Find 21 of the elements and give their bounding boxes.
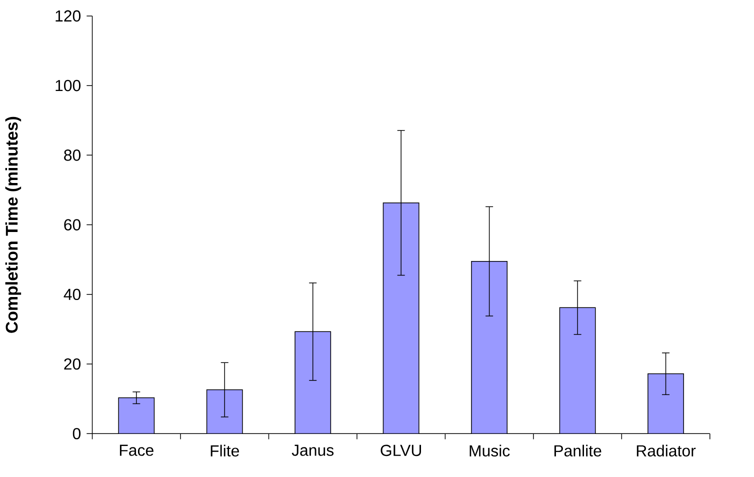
bar bbox=[295, 332, 331, 434]
bar bbox=[383, 202, 419, 434]
x-tick-label: Janus bbox=[292, 444, 334, 456]
x-tick-label: Panlite bbox=[554, 444, 602, 457]
x-tick-label: Music bbox=[470, 444, 510, 457]
bar bbox=[560, 308, 596, 434]
y-tick-label: 80 bbox=[64, 150, 81, 161]
y-tick-label: 100 bbox=[56, 80, 81, 92]
y-tick-label: 60 bbox=[64, 219, 81, 231]
y-tick-label: 40 bbox=[64, 288, 81, 300]
x-tick-label: GLVU bbox=[380, 444, 421, 456]
y-tick-label: 120 bbox=[56, 10, 81, 22]
y-tick-label: 0 bbox=[72, 428, 81, 440]
bar bbox=[471, 261, 508, 434]
x-tick-label: Face bbox=[120, 444, 154, 456]
x-tick-label: Flite bbox=[210, 444, 239, 457]
bar bbox=[648, 373, 684, 434]
y-tick-label: 20 bbox=[64, 358, 81, 370]
y-axis-title: Completion Time (minutes) bbox=[5, 117, 22, 333]
x-tick-label: Radiator bbox=[636, 444, 696, 457]
bar bbox=[118, 398, 154, 434]
